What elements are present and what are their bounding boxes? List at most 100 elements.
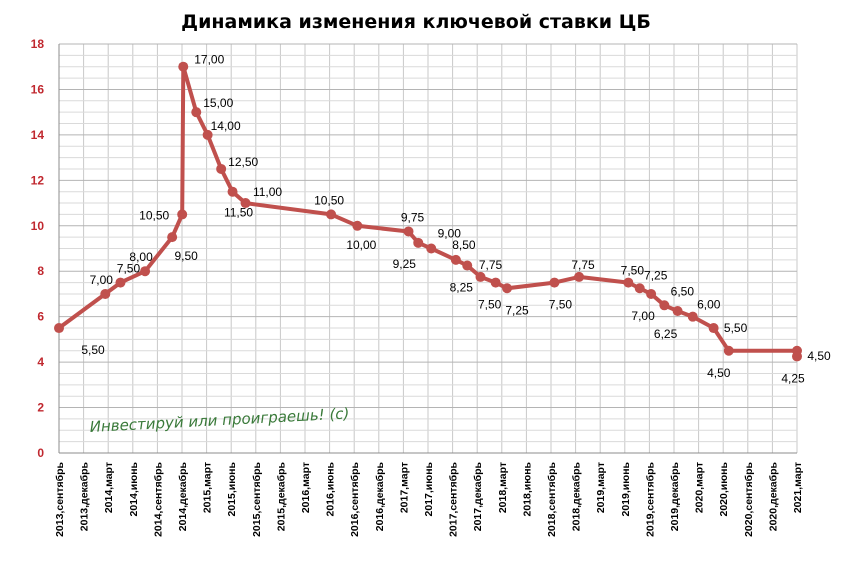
data-point [672,305,683,316]
x-tick-label: 2017,декабрь [472,461,484,531]
data-point [140,266,151,277]
x-tick-label: 2013,декабрь [79,461,91,531]
x-tick-label: 2018,июнь [521,461,533,516]
data-label: 6,25 [654,327,678,341]
data-point [646,288,657,299]
x-tick-label: 2020,декабрь [767,461,779,531]
data-point [708,323,719,334]
data-label: 7,25 [505,303,529,317]
data-label: 7,50 [621,264,645,278]
data-label: 4,25 [781,371,805,385]
data-label: 6,50 [671,284,695,298]
data-label: 5,50 [724,321,748,335]
data-point [549,277,560,288]
data-point [687,311,698,322]
x-tick-label: 2015,июнь [226,461,238,516]
chart-title: Динамика изменения ключевой ставки ЦБ [181,11,651,33]
data-point [216,163,227,174]
data-label: 5,50 [81,343,105,357]
data-point [792,351,802,362]
data-label: 9,50 [174,249,198,263]
data-labels: 5,507,007,508,00 9,5010,5017,0015,0014,00… [81,53,831,386]
x-tick-label: 2018,декабрь [571,461,583,531]
data-label: 8,00 [129,250,153,264]
data-point [191,107,202,118]
data-point [326,209,337,220]
data-point [240,198,251,209]
x-tick-label: 2019,июнь [620,461,632,516]
data-point [177,209,188,220]
x-tick-label: 2017,сентябрь [448,461,460,536]
data-point [502,283,513,294]
data-point [659,300,670,311]
data-point [202,129,213,140]
x-tick-label: 2014,март [103,462,115,513]
data-label: 7,75 [571,258,595,272]
data-label: 11,00 [253,185,282,199]
data-label: 7,50 [117,262,141,276]
x-tick-label: 2014,июнь [128,461,140,516]
x-tick-label: 2014,сентябрь [152,461,164,536]
data-point [352,220,363,231]
data-label: 7,00 [90,273,114,287]
data-point [227,186,238,197]
x-tick-label: 2020,сентябрь [743,461,755,536]
data-label: 4,50 [807,349,831,363]
data-label: 7,50 [549,298,573,312]
data-label: 7,25 [644,268,668,282]
x-tick-label: 2017,июнь [423,461,435,516]
data-label: 9,75 [401,210,425,224]
data-label: 9,00 [438,227,462,241]
watermark-annotation: Инвестируй или проиграешь! (с) [89,404,350,436]
x-tick-label: 2020,июнь [718,461,730,516]
data-point [100,288,111,299]
data-point [634,283,645,294]
data-label: 4,50 [707,366,731,380]
data-label: 17,00 [194,53,224,67]
data-point [475,271,486,282]
x-tick-label: 2018,сентябрь [546,461,558,536]
data-label: 15,00 [203,96,233,110]
y-tick-label: 0 [37,446,44,460]
data-point [450,254,461,265]
x-tick-label: 2018,март [497,462,509,513]
x-tick-label: 2017,март [398,462,410,513]
axes: 0 2 4 6 8 10 12 14 16 18 2013,сентябрь 2013,декабрь… [31,37,804,537]
y-tick-label: 2 [37,401,44,415]
data-point [623,277,634,288]
y-tick-label: 16 [31,82,45,96]
y-tick-label: 6 [37,310,44,324]
y-tick-label: 12 [31,173,45,187]
data-label: 7,75 [479,258,503,272]
data-label: 12,50 [228,155,258,169]
data-label: 10,50 [314,193,344,207]
data-point [490,277,501,288]
series-line [57,64,799,359]
data-label: 8,25 [450,281,474,295]
y-tick-label: 10 [31,219,45,233]
data-label: 10,50 [139,208,169,222]
data-label: 7,00 [631,309,655,323]
x-tick-label: 2021,март [792,462,804,513]
y-tick-label: 4 [37,355,44,369]
y-tick-label: 8 [37,264,44,278]
data-point [115,277,126,288]
x-tick-label: 2015,декабрь [275,461,287,531]
data-label: 14,00 [211,119,241,133]
data-point [54,323,64,334]
x-tick-label: 2016,декабрь [374,461,386,531]
data-point [426,243,437,254]
data-point [403,226,414,237]
data-point [723,345,734,356]
x-tick-label: 2019,март [595,462,607,513]
data-point [574,271,585,282]
x-tick-label: 2020,март [694,462,706,513]
data-point [413,237,424,248]
x-tick-label: 2016,март [300,462,312,513]
data-point [167,232,178,243]
x-tick-label: 2013,сентябрь [54,461,66,536]
data-label: 11,50 [224,206,253,220]
data-point [178,61,189,72]
series-key-rate [54,61,802,362]
